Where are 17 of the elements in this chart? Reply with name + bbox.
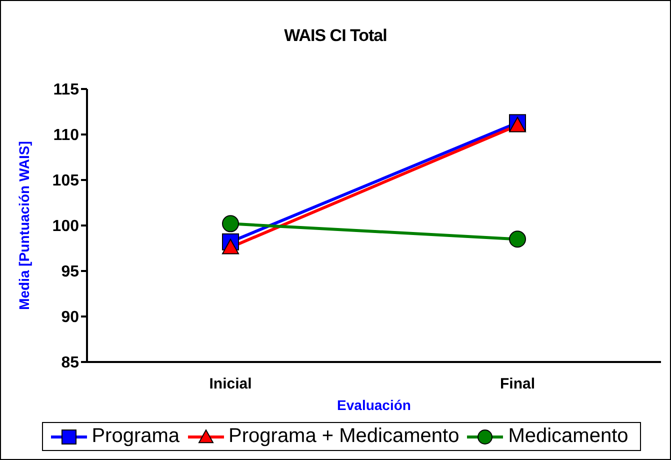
x-axis-title: Evaluación	[337, 397, 411, 413]
y-tick-label: 90	[61, 309, 80, 326]
point	[222, 215, 239, 232]
y-axis-title: Media [Puntuación WAIS]	[16, 141, 32, 310]
legend-label: Programa + Medicamento	[228, 425, 460, 448]
chart-title: WAIS CI Total	[283, 26, 388, 46]
legend-label: Medicamento	[508, 425, 628, 448]
point	[509, 230, 526, 248]
x-tick-label: Final	[500, 376, 536, 393]
y-tick-label: 100	[52, 218, 80, 236]
y-tick-label: 85	[61, 354, 80, 372]
y-tick-label: 105	[52, 172, 80, 190]
y-tick-label: 115	[53, 82, 80, 99]
legend-label: Programa	[92, 425, 180, 448]
y-tick-label: 95	[61, 264, 80, 281]
x-tick-label: Inicial	[209, 376, 252, 393]
y-tick-label: 110	[53, 127, 80, 144]
